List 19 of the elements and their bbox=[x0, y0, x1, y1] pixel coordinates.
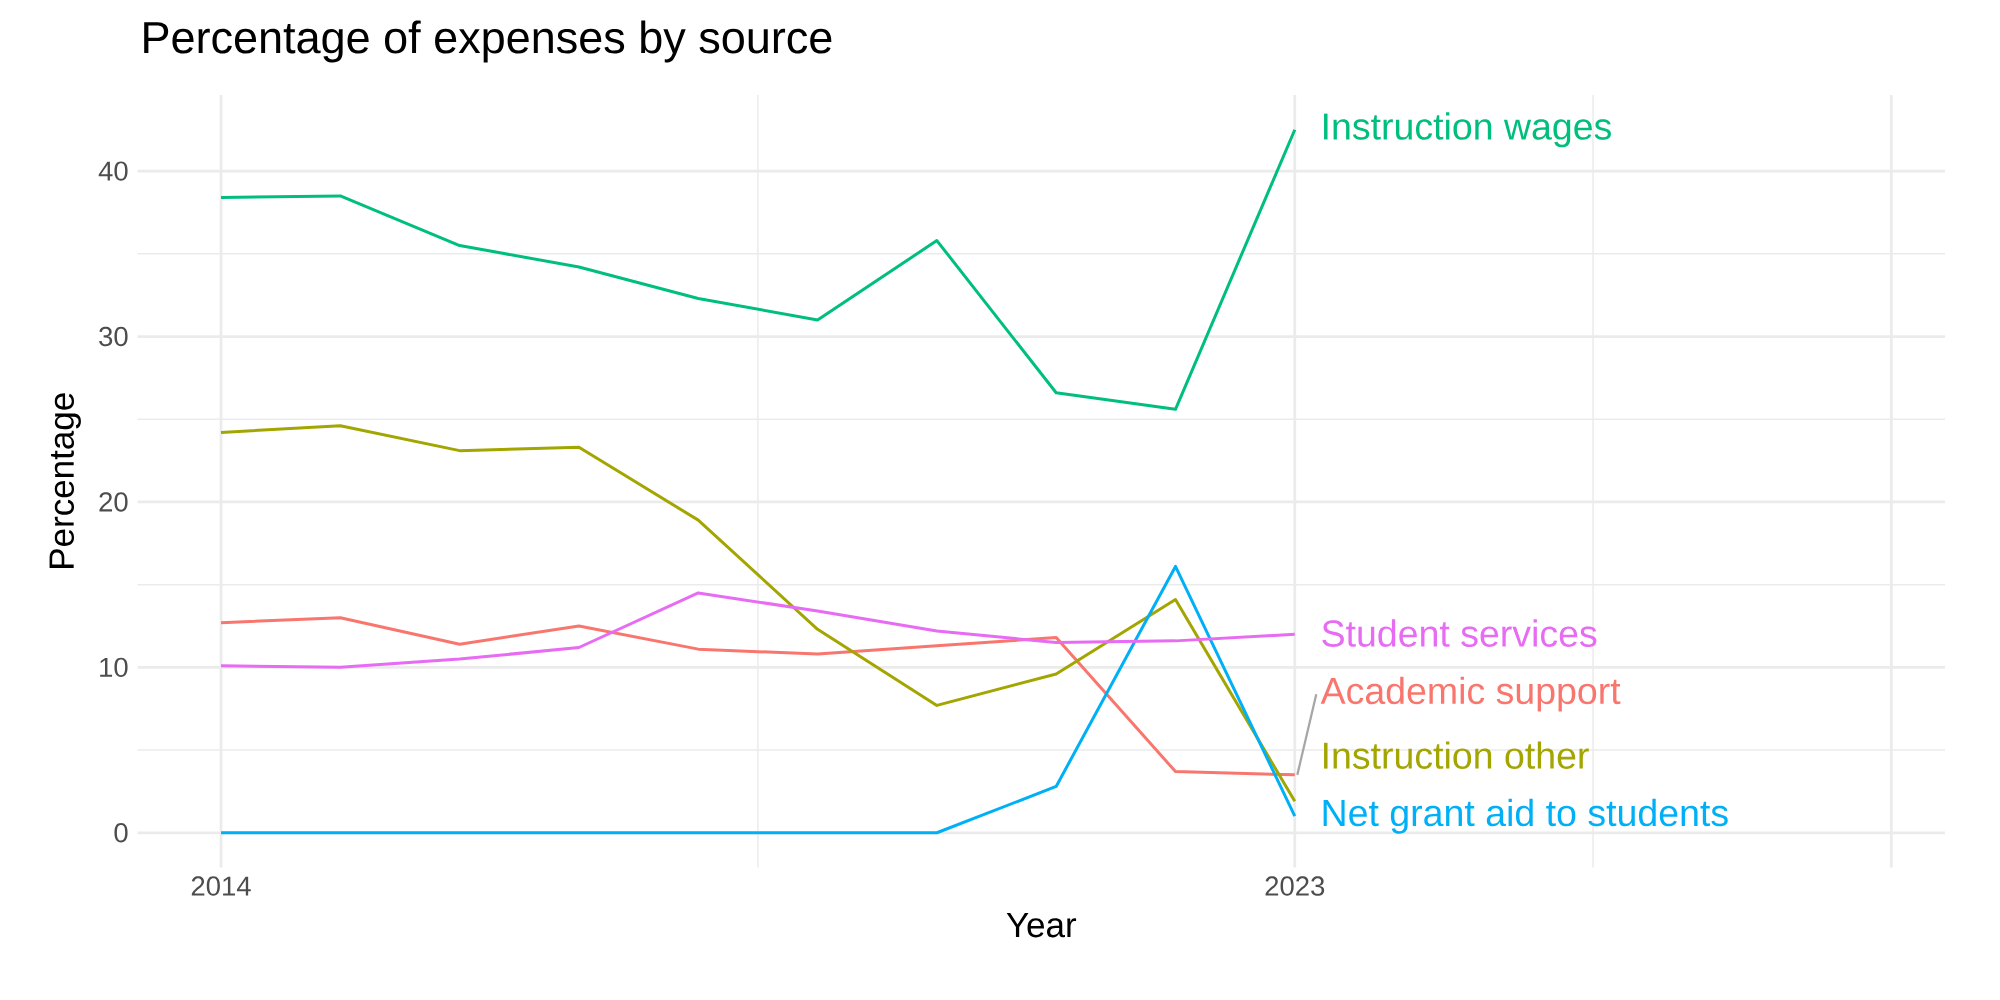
series-label: Instruction wages bbox=[1324, 112, 1611, 148]
line-series bbox=[219, 591, 1297, 669]
y-tick-label: 0 bbox=[114, 823, 128, 843]
y-tick-label: 30 bbox=[99, 326, 128, 347]
line-series bbox=[219, 128, 1297, 411]
y-tick-label: 20 bbox=[99, 492, 128, 512]
series-label: Instruction other bbox=[1324, 741, 1589, 769]
x-tick-label: 2014 bbox=[191, 876, 251, 896]
y-tick-label: 40 bbox=[98, 161, 128, 181]
series-label: Net grant aid to students bbox=[1323, 798, 1728, 834]
chart-title: Percentage of expenses by source bbox=[144, 20, 832, 63]
y-axis-title: Percentage bbox=[49, 393, 81, 568]
line-series bbox=[219, 424, 1297, 803]
series-label: Student services bbox=[1322, 619, 1597, 647]
x-tick-label: 2023 bbox=[1265, 876, 1325, 896]
series-label: Academic support bbox=[1320, 676, 1621, 712]
x-axis-title: Year bbox=[1006, 912, 1077, 938]
line-series bbox=[219, 616, 1297, 777]
y-tick-label: 10 bbox=[100, 657, 128, 678]
